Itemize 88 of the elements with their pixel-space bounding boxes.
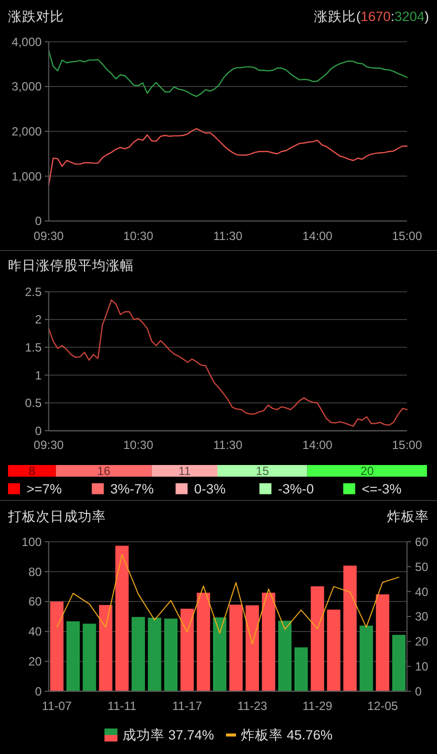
- bar: [294, 647, 308, 692]
- legend-label: 炸板率 45.76%: [241, 728, 333, 742]
- bar: [56, 465, 152, 477]
- x-tick-label: 09:30: [34, 229, 64, 243]
- chart-title: 昨日涨停股平均涨幅: [8, 258, 134, 273]
- line-series: [48, 299, 408, 427]
- y-tick-label: 2: [35, 312, 42, 327]
- legend-label: 0-3%: [194, 482, 226, 496]
- x-tick-label: 11-17: [172, 699, 202, 713]
- chart-title: 打板次日成功率: [7, 509, 106, 524]
- bar: [148, 618, 162, 692]
- y2-tick-label: 30: [415, 610, 429, 624]
- legend-label: 3%-7%: [110, 482, 154, 496]
- y2-tick-label: 0: [415, 684, 422, 698]
- y-tick-label: 0: [35, 214, 42, 228]
- legend-label: -3%-0: [278, 482, 314, 496]
- bar: [310, 586, 324, 692]
- y-tick-label: 1: [35, 368, 42, 382]
- x-tick-label: 10:30: [123, 438, 154, 452]
- bar: [278, 620, 292, 692]
- y-tick-label: 3,000: [12, 80, 42, 94]
- chart-subtitle: 涨跌比(1670:3204): [314, 9, 429, 24]
- data-label: 20: [360, 464, 374, 478]
- x-tick-label: 14:00: [302, 229, 333, 243]
- chart-title: 涨跌对比: [8, 9, 64, 24]
- y2-tick-label: 50: [415, 560, 429, 574]
- bar: [218, 465, 308, 477]
- data-label: 8: [28, 464, 36, 478]
- data-label: 11: [178, 464, 192, 478]
- x-tick-label: 14:00: [302, 438, 333, 452]
- y-tick-label: 2,000: [12, 124, 42, 139]
- y-tick-label: 0.5: [25, 396, 42, 410]
- x-tick-label: 15:00: [392, 229, 422, 243]
- bar: [343, 566, 357, 692]
- y2-tick-label: 60: [415, 534, 429, 549]
- line-series: [48, 128, 408, 186]
- y2-tick-label: 40: [415, 584, 429, 599]
- bar: [246, 605, 259, 692]
- x-tick-label: 11-23: [237, 699, 268, 713]
- bar: [360, 626, 373, 692]
- bar: [164, 618, 178, 692]
- bar: [132, 616, 145, 692]
- y-tick-label: 1,000: [12, 169, 42, 184]
- y-tick-label: 0: [35, 684, 42, 698]
- x-tick-label: 11-11: [108, 699, 137, 713]
- legend-label: >=7%: [26, 482, 62, 496]
- x-tick-label: 12-05: [367, 699, 398, 713]
- y-tick-label: 40: [28, 624, 42, 639]
- x-tick-label: 15:00: [392, 438, 422, 452]
- x-tick-label: 11:30: [213, 438, 243, 452]
- bar: [229, 604, 243, 692]
- y2-axis-title: 炸板率: [387, 509, 429, 524]
- data-label: 15: [256, 464, 270, 478]
- x-tick-label: 11-07: [42, 699, 72, 713]
- bar: [213, 617, 226, 692]
- x-tick-label: 11-29: [302, 699, 333, 713]
- y2-tick-label: 10: [415, 660, 429, 674]
- y-tick-label: 4,000: [12, 34, 42, 49]
- bar: [152, 465, 218, 477]
- legend-label: <=-3%: [362, 482, 402, 496]
- x-tick-label: 11:30: [213, 229, 243, 243]
- bar: [99, 604, 112, 692]
- bar: [50, 602, 64, 692]
- y-tick-label: 20: [28, 654, 42, 669]
- y-tick-label: 80: [28, 564, 42, 579]
- legend-label: 成功率 37.74%: [122, 728, 214, 742]
- x-tick-label: 09:30: [34, 438, 64, 452]
- y-tick-label: 0: [35, 424, 42, 438]
- bar: [307, 465, 427, 477]
- bar: [196, 592, 210, 692]
- bar: [376, 594, 390, 692]
- line-series: [48, 50, 408, 97]
- line-series: [56, 554, 400, 644]
- y2-tick-label: 20: [415, 634, 429, 649]
- bar: [392, 634, 406, 692]
- y-tick-label: 1.5: [25, 340, 42, 354]
- bar: [66, 621, 80, 692]
- bar: [115, 546, 129, 692]
- data-label: 16: [97, 464, 111, 478]
- bar: [82, 624, 96, 692]
- bar: [180, 608, 194, 692]
- y-tick-label: 60: [28, 594, 42, 609]
- bar: [327, 610, 340, 692]
- y-tick-label: 2.5: [25, 284, 42, 299]
- bar: [262, 592, 276, 692]
- x-tick-label: 10:30: [123, 229, 154, 243]
- y-tick-label: 100: [22, 534, 42, 549]
- bar: [8, 465, 56, 477]
